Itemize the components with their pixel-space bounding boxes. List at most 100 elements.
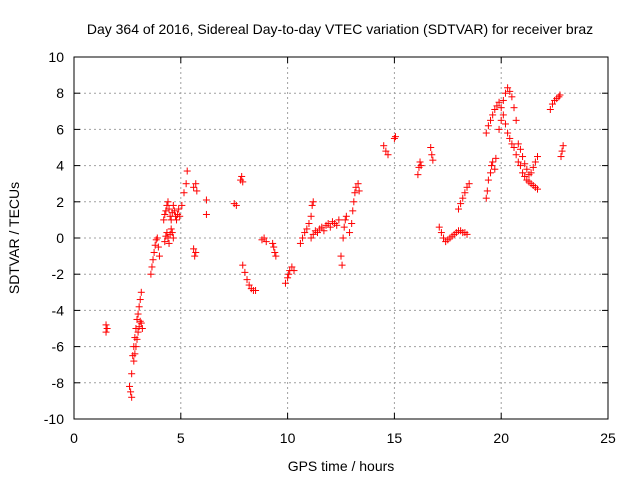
data-point (482, 129, 490, 137)
x-tick-label: 25 (600, 430, 616, 446)
data-point (239, 178, 247, 186)
axis-ticks: 0 5 10 15 20 25 -10 -8 -6 -4 -2 0 2 4 6 8 10 (44, 49, 616, 446)
data-point (173, 216, 181, 224)
data-point (495, 98, 503, 106)
data-point (180, 189, 188, 197)
data-point (497, 116, 505, 124)
data-point (309, 230, 317, 238)
data-point (138, 325, 146, 332)
data-point (130, 357, 138, 365)
data-point (299, 234, 307, 242)
data-point (269, 239, 277, 247)
y-tick-label: 8 (56, 85, 64, 101)
data-point (333, 221, 341, 229)
data-point (161, 238, 169, 246)
data-point (169, 234, 177, 242)
data-point (193, 187, 201, 195)
data-point (510, 104, 518, 112)
data-point (556, 91, 564, 99)
data-point (318, 223, 326, 231)
data-point (534, 185, 542, 193)
data-point (272, 252, 280, 260)
data-point (417, 162, 425, 170)
data-point (126, 382, 134, 390)
data-point (241, 268, 249, 276)
data-point (128, 370, 136, 378)
data-point (483, 187, 491, 195)
data-point (168, 229, 176, 237)
data-point (349, 207, 357, 215)
data-point (521, 172, 529, 180)
data-point (243, 276, 251, 284)
y-axis-label: SDTVAR / TECUs (6, 182, 22, 294)
data-point (190, 245, 198, 253)
data-point (324, 220, 332, 228)
data-point (342, 212, 350, 220)
data-point (514, 158, 522, 166)
data-point (285, 270, 293, 278)
data-point (175, 205, 183, 213)
data-point (135, 303, 143, 311)
data-point (148, 263, 156, 271)
data-point (307, 234, 315, 242)
data-point (557, 153, 565, 161)
y-tick-label: -8 (52, 375, 65, 391)
data-point (192, 248, 200, 256)
data-point (136, 317, 144, 325)
data-point (339, 234, 347, 242)
data-point (354, 180, 362, 188)
data-point (527, 169, 535, 177)
data-point (335, 216, 343, 224)
data-point (309, 198, 317, 206)
data-point (153, 234, 161, 242)
x-axis-label: GPS time / hours (288, 458, 395, 474)
data-point (380, 142, 388, 150)
data-point (501, 120, 509, 128)
data-point (137, 288, 145, 296)
data-point (161, 210, 169, 218)
y-tick-label: 6 (56, 121, 64, 137)
data-point (270, 243, 278, 251)
data-point (492, 154, 500, 162)
data-point (133, 315, 141, 323)
data-point (548, 100, 556, 108)
data-point (534, 153, 542, 161)
data-point (487, 169, 495, 177)
data-point (504, 84, 512, 92)
data-point (497, 104, 505, 112)
data-point (391, 133, 399, 141)
data-point (463, 183, 471, 191)
data-point (134, 328, 142, 336)
data-point (320, 227, 328, 235)
y-tick-label: 2 (56, 194, 64, 210)
x-tick-label: 20 (493, 430, 509, 446)
chart-title: Day 364 of 2016, Sidereal Day-to-day VTE… (87, 21, 593, 37)
data-point (147, 270, 155, 278)
data-point (510, 144, 518, 151)
data-point (499, 96, 507, 104)
y-tick-label: -4 (52, 302, 65, 318)
data-point (501, 89, 509, 97)
data-point (103, 325, 111, 332)
data-point (133, 335, 141, 343)
data-point (435, 223, 443, 231)
data-point (489, 111, 497, 119)
data-point (348, 220, 356, 228)
data-point (416, 158, 424, 166)
data-point (245, 281, 253, 289)
data-point (521, 160, 529, 168)
data-point (170, 207, 178, 215)
data-point (252, 286, 260, 294)
data-point (314, 229, 322, 237)
x-tick-label: 10 (280, 430, 296, 446)
data-point (262, 238, 270, 246)
data-point (428, 151, 436, 159)
data-point (167, 225, 175, 233)
data-point (493, 102, 501, 110)
data-point (239, 261, 247, 269)
data-point (326, 223, 334, 231)
data-point (176, 212, 184, 220)
data-point (232, 201, 240, 209)
data-point (290, 267, 298, 275)
